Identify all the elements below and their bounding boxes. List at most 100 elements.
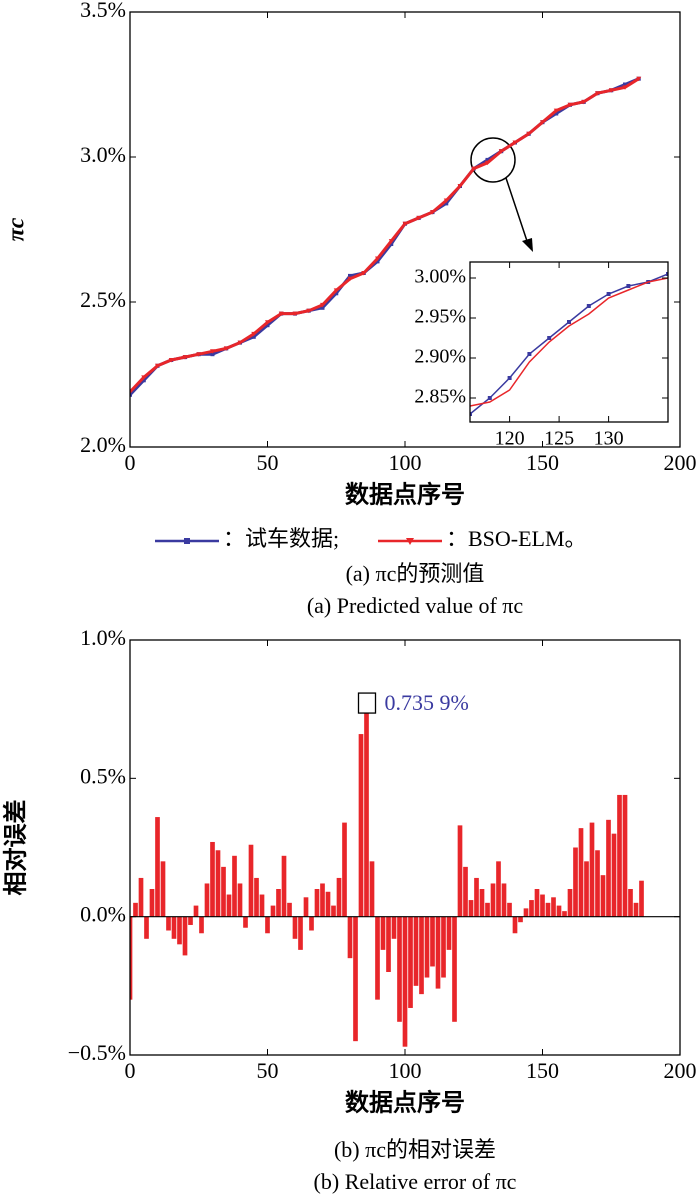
bar — [380, 916, 386, 950]
bar — [584, 861, 589, 917]
point — [265, 320, 270, 325]
point — [237, 340, 243, 346]
bar — [325, 891, 331, 917]
point — [606, 292, 611, 296]
y-tick-label: 3.00% — [414, 266, 466, 288]
bar — [347, 916, 353, 959]
plot-area — [130, 713, 644, 1047]
bar — [166, 916, 171, 931]
x-tick-label: 100 — [389, 450, 422, 475]
bar — [210, 841, 215, 917]
bar — [490, 883, 496, 917]
bar — [292, 916, 298, 939]
bar — [545, 902, 551, 917]
bar — [270, 905, 276, 917]
point — [512, 140, 518, 145]
point — [210, 352, 215, 357]
bar — [622, 794, 628, 917]
bar — [177, 916, 182, 945]
point — [141, 378, 146, 383]
bar — [408, 916, 413, 1008]
bar — [358, 734, 364, 917]
x-tick-label: 100 — [389, 1058, 422, 1083]
point — [444, 201, 449, 206]
legend-marker — [406, 538, 414, 545]
point — [388, 239, 394, 244]
bar — [369, 861, 375, 917]
chart: 2.0% 2.5% 3.0% 3.5% 0 50 100 150 200 数据点序号 πc ：试车数据… — [4, 0, 697, 551]
plot-area — [130, 76, 642, 397]
point — [168, 358, 174, 363]
bar — [430, 916, 435, 967]
bar — [402, 916, 408, 1047]
point — [470, 412, 472, 416]
point — [251, 331, 257, 337]
bar — [617, 794, 622, 917]
bar — [149, 889, 155, 917]
point — [471, 166, 477, 172]
bar — [606, 819, 611, 917]
bar — [215, 850, 221, 917]
point — [487, 396, 492, 400]
bar — [298, 916, 303, 950]
bar — [259, 894, 265, 917]
bar — [468, 900, 474, 917]
bar — [523, 908, 529, 917]
y-tick-label: 3.5% — [80, 0, 126, 22]
point — [622, 85, 628, 90]
x-tick-label: 150 — [526, 450, 559, 475]
bar — [496, 861, 501, 917]
point — [485, 160, 490, 166]
bar — [578, 828, 584, 917]
bar — [501, 883, 507, 917]
y-tick-label: 2.90% — [414, 346, 466, 368]
point — [389, 242, 394, 246]
bar — [457, 825, 463, 917]
bar — [419, 916, 424, 995]
point — [430, 210, 435, 215]
point — [547, 336, 552, 340]
bar — [155, 817, 160, 917]
bar — [441, 916, 446, 978]
point — [586, 304, 591, 308]
x-tick-label: 120 — [495, 428, 525, 450]
x-tick-label: 125 — [544, 428, 574, 450]
caption-b-en: (b) Relative error of πc — [314, 1169, 517, 1194]
point — [595, 91, 600, 96]
bar — [540, 894, 545, 917]
bar — [309, 916, 314, 931]
series-line — [470, 277, 668, 407]
point — [196, 352, 202, 357]
y-tick-label: 1.0% — [80, 625, 126, 650]
y-tick-label: 3.0% — [80, 142, 126, 167]
bar — [595, 850, 600, 917]
bar — [424, 916, 430, 978]
point — [210, 349, 215, 354]
point — [251, 334, 256, 339]
bar — [479, 889, 485, 917]
y-tick-label: 2.0% — [80, 432, 126, 457]
bar — [391, 916, 397, 939]
x-tick-label: 200 — [664, 1058, 697, 1083]
bar — [512, 916, 518, 934]
bar — [204, 883, 210, 917]
point — [141, 375, 147, 380]
x-axis-label: 数据点序号 — [345, 1089, 465, 1117]
inset-bg — [470, 262, 668, 422]
point — [554, 111, 559, 116]
chart: 2.85% 2.90% 2.95% 3.00% 120 125 130 — [414, 261, 669, 450]
bar — [364, 713, 369, 917]
annotation-box — [357, 692, 377, 714]
bar — [287, 902, 292, 917]
point — [608, 88, 614, 93]
series-line — [130, 77, 640, 393]
point — [567, 102, 573, 108]
point — [361, 271, 367, 276]
x-tick-label: 200 — [664, 450, 697, 475]
bar — [130, 916, 133, 1000]
bar — [611, 833, 617, 917]
point — [443, 198, 449, 203]
y-tick-label: 0.5% — [80, 763, 126, 788]
y-tick-label: 2.95% — [414, 306, 466, 328]
